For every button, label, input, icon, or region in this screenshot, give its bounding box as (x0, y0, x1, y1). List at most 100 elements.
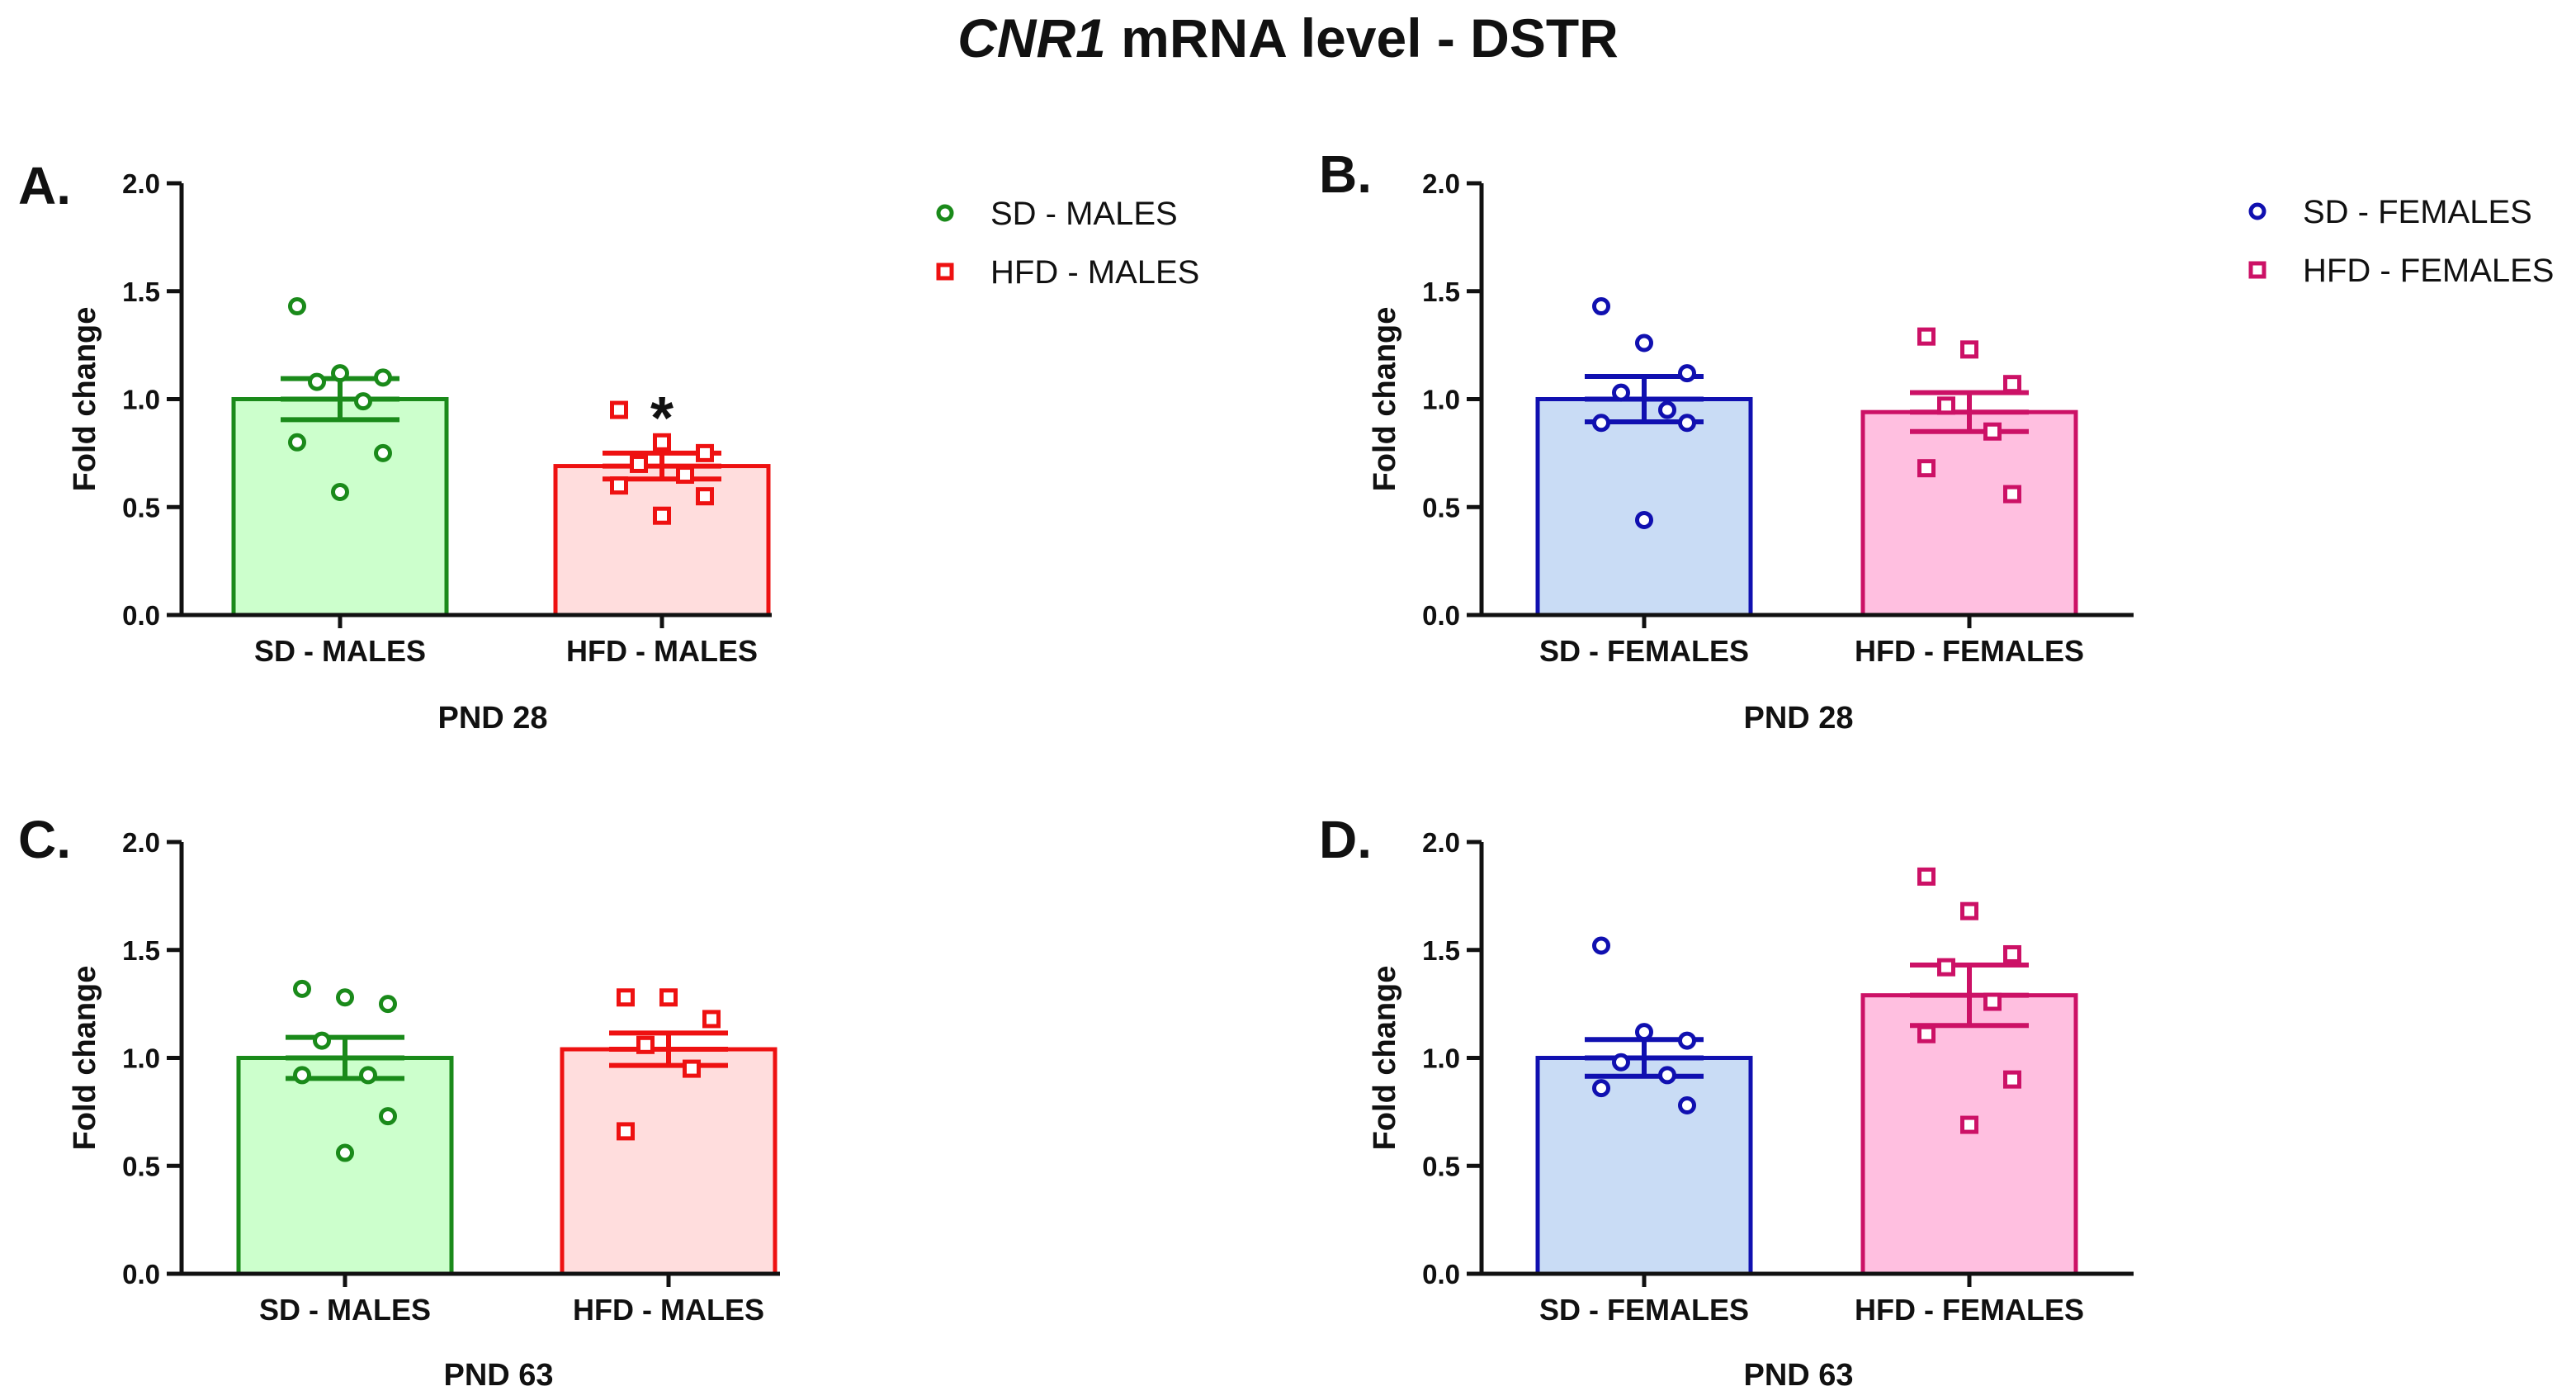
y-tick-label: 0.5 (1422, 492, 1460, 523)
x-tick-label: HFD - MALES (566, 634, 758, 668)
bar (1535, 1056, 1753, 1276)
x-axis-title: PND 28 (437, 701, 547, 736)
title-rest: mRNA level - DSTR (1105, 7, 1619, 69)
legend-label: SD - FEMALES (2303, 194, 2532, 230)
data-point (288, 297, 306, 316)
data-point (2003, 485, 2021, 504)
legend-marker (2248, 261, 2266, 279)
data-point (1592, 1079, 1610, 1098)
y-tick-label: 1.0 (1422, 385, 1460, 415)
legend: SD - MALES HFD - MALES (936, 196, 1199, 291)
bar (236, 1056, 454, 1276)
data-point (653, 506, 671, 525)
x-tick-label: SD - MALES (259, 1293, 431, 1327)
y-tick-label: 1.5 (122, 935, 160, 966)
x-tick-label: HFD - FEMALES (1855, 1293, 2084, 1327)
data-point (1612, 1053, 1630, 1072)
bar (1535, 397, 1753, 617)
y-tick-label: 0.0 (1422, 1259, 1460, 1289)
data-point (313, 1031, 331, 1050)
y-tick-label: 2.0 (122, 827, 160, 858)
data-point (1635, 334, 1653, 352)
y-tick-label: 1.0 (1422, 1043, 1460, 1074)
data-point (617, 988, 635, 1007)
data-point (683, 1059, 701, 1078)
y-tick-label: 0.0 (1422, 600, 1460, 631)
y-tick-label: 0.5 (122, 1151, 160, 1181)
y-tick-label: 0.0 (122, 1259, 160, 1289)
y-tick-label: 1.5 (1422, 277, 1460, 307)
y-tick-label: 0.0 (122, 600, 160, 631)
legend-label: HFD - MALES (990, 254, 1199, 291)
data-point (308, 372, 326, 391)
data-point (379, 995, 397, 1014)
data-point (696, 487, 714, 506)
data-point (2003, 944, 2021, 963)
data-point (1917, 1024, 1936, 1043)
significance-asterisk: * (650, 386, 674, 452)
data-point (288, 433, 306, 452)
data-point (1678, 364, 1696, 383)
data-point (1592, 414, 1610, 433)
bar (231, 397, 449, 617)
data-point (2003, 1070, 2021, 1089)
data-point (1983, 422, 2002, 441)
legend-label: SD - MALES (990, 196, 1178, 232)
data-point (1917, 867, 1936, 886)
data-point (1937, 396, 1955, 415)
y-tick-label: 1.0 (122, 1043, 160, 1074)
legend-label: HFD - FEMALES (2303, 253, 2554, 289)
data-point (1678, 1031, 1696, 1050)
data-point (354, 392, 372, 411)
data-point (293, 1066, 311, 1085)
data-point (1635, 510, 1653, 529)
y-tick-label: 1.5 (122, 277, 160, 307)
error-bar (609, 1030, 728, 1068)
data-point (336, 988, 354, 1007)
x-tick-label: HFD - MALES (573, 1293, 764, 1327)
data-point (1592, 297, 1610, 316)
data-point (1960, 901, 1978, 920)
panel-label-d: D. (1319, 810, 1372, 869)
x-axis-title: PND 63 (1743, 1358, 1853, 1391)
bar (560, 1047, 778, 1276)
data-point (1678, 414, 1696, 433)
x-tick-label: SD - FEMALES (1539, 1293, 1749, 1327)
legend-marker (936, 204, 954, 222)
y-tick-label: 1.0 (122, 385, 160, 415)
data-point (676, 466, 694, 485)
data-point (2003, 375, 2021, 394)
data-point (610, 400, 628, 419)
panel-b: SD - FEMALES HFD - FEMALES 0.0 0.5 1.0 1.5 2.0… (1368, 168, 2554, 736)
x-axis-title: PND 63 (443, 1358, 553, 1391)
data-point (1937, 958, 1955, 977)
panel-label-c: C. (18, 810, 71, 869)
data-point (374, 368, 392, 387)
data-point (374, 443, 392, 462)
data-point (1983, 992, 2002, 1011)
data-point (610, 476, 628, 495)
bar (1860, 409, 2078, 617)
panel-c: SD - MALES HFD - MALES 0.0 0.5 1.0 1.5 2.0 Fold… (68, 827, 780, 1391)
bar (1860, 993, 2078, 1276)
data-point (1917, 459, 1936, 478)
data-point (1960, 1115, 1978, 1134)
y-tick-label: 2.0 (122, 168, 160, 199)
y-tick-label: 0.5 (1422, 1151, 1460, 1181)
y-tick-label: 2.0 (1422, 168, 1460, 199)
data-point (659, 988, 678, 1007)
data-point (1917, 327, 1936, 346)
data-point (630, 454, 648, 473)
data-point (696, 443, 714, 462)
data-point (1635, 1023, 1653, 1042)
panel-a: SD - MALES * HFD - MALES 0.0 0.5 1.0 1.5 2.0 Fol… (68, 168, 1199, 736)
title-gene: CNR1 (957, 7, 1106, 69)
data-point (293, 979, 311, 998)
y-axis-title: Fold change (68, 307, 102, 492)
data-point (1658, 400, 1676, 419)
data-point (617, 1122, 635, 1141)
data-point (359, 1066, 377, 1085)
y-tick-label: 2.0 (1422, 827, 1460, 858)
legend: SD - FEMALES HFD - FEMALES (2248, 194, 2554, 289)
